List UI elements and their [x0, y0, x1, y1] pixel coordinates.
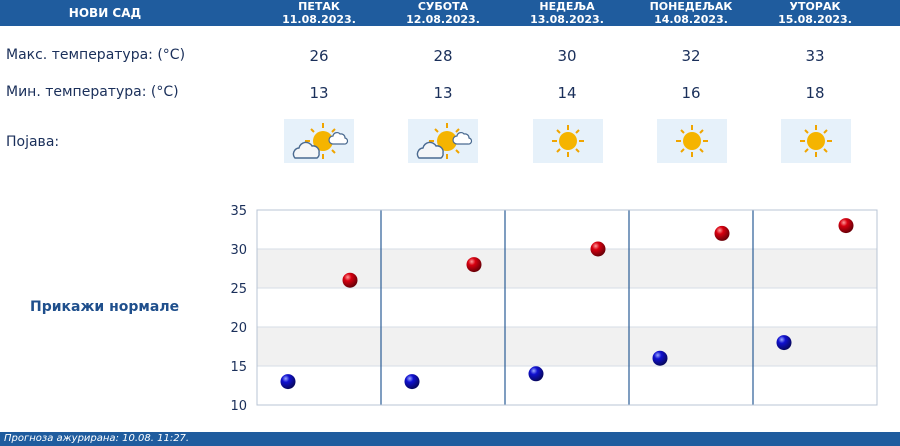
- sun-icon: [781, 119, 851, 163]
- day-header-2: СУБОТА 12.08.2023.: [383, 0, 503, 26]
- partly-cloudy-icon: [408, 119, 478, 163]
- day-header-4: ПОНЕДЕЉАК 14.08.2023.: [631, 0, 751, 26]
- min-temp-point: [528, 366, 544, 382]
- max-temp-point: [466, 257, 482, 273]
- sun-icon: [533, 119, 603, 163]
- day-name: ПОНЕДЕЉАК: [649, 0, 733, 13]
- day-name: ПЕТАК: [298, 0, 340, 13]
- grid-band: [257, 327, 877, 366]
- temperature-chart: 10 15 20 25 30 35: [230, 204, 878, 414]
- day-date: 14.08.2023.: [654, 13, 728, 26]
- min-temp-value: 13: [433, 84, 453, 102]
- min-temp-point: [280, 374, 296, 390]
- min-temp-value: 16: [681, 84, 701, 102]
- max-temp-point: [590, 241, 606, 257]
- min-temp-label: Мин. температура: (°C): [6, 84, 179, 100]
- day-date: 15.08.2023.: [778, 13, 852, 26]
- min-temp-value: 18: [805, 84, 825, 102]
- day-header-3: НЕДЕЉА 13.08.2023.: [507, 0, 627, 26]
- day-name: НЕДЕЉА: [539, 0, 595, 13]
- max-temp-value: 28: [433, 47, 453, 65]
- max-temp-point: [838, 218, 854, 234]
- max-temp-value: 32: [681, 47, 701, 65]
- day-name: УТОРАК: [789, 0, 841, 13]
- partly-cloudy-icon: [284, 119, 354, 163]
- y-tick-label: 35: [230, 204, 247, 219]
- max-temp-value: 30: [557, 47, 577, 65]
- city-name: НОВИ САД: [68, 6, 142, 20]
- show-normals-link[interactable]: Прикажи нормале: [30, 299, 180, 315]
- y-tick-label: 30: [230, 243, 247, 258]
- forecast-header: НОВИ САД ПЕТАК 11.08.2023. СУБОТА 12.08.…: [0, 0, 900, 26]
- max-temp-point: [714, 225, 730, 241]
- sun-icon: [657, 119, 727, 163]
- day-date: 11.08.2023.: [282, 13, 356, 26]
- grid-band: [257, 249, 877, 288]
- forecast-updated: Прогноза ажурирана: 10.08. 11:27.: [0, 432, 900, 446]
- min-temp-value: 14: [557, 84, 577, 102]
- day-date: 13.08.2023.: [530, 13, 604, 26]
- day-header-1: ПЕТАК 11.08.2023.: [259, 0, 379, 26]
- day-name: СУБОТА: [417, 0, 469, 13]
- min-temp-value: 13: [309, 84, 329, 102]
- max-temp-value: 26: [309, 47, 329, 65]
- max-temp-value: 33: [805, 47, 825, 65]
- min-temp-point: [652, 350, 668, 366]
- min-temp-point: [776, 335, 792, 351]
- max-temp-label: Макс. температура: (°C): [6, 47, 186, 63]
- y-tick-label: 25: [230, 282, 247, 297]
- y-tick-label: 15: [230, 360, 247, 375]
- max-temp-point: [342, 272, 358, 288]
- y-tick-label: 10: [230, 399, 247, 414]
- day-header-5: УТОРАК 15.08.2023.: [755, 0, 875, 26]
- day-date: 12.08.2023.: [406, 13, 480, 26]
- min-temp-point: [404, 374, 420, 390]
- y-tick-label: 20: [230, 321, 247, 336]
- phenomenon-label: Појава:: [6, 134, 60, 150]
